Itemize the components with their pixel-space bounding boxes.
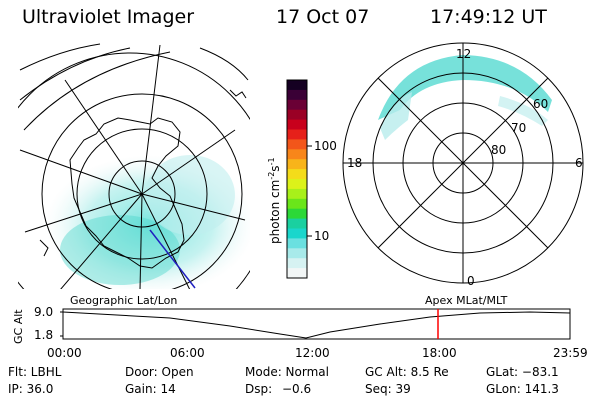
colorbar-band [287,80,307,91]
colorbar-band [287,208,307,220]
colorbar-band [287,99,307,111]
gc-alt-xtick-1800: 18:00 [422,346,457,360]
colorbar-tick-10: 10 [314,229,330,243]
dsp-label: Dsp: [245,382,273,396]
colorbar-band [287,228,307,239]
seq-readout: Seq: 39 [365,382,411,396]
colorbar-band [287,198,307,210]
mlat-mlt-map [342,42,584,284]
colorbar-band [287,238,307,249]
mode-readout: Mode: Normal [245,365,329,379]
mlt-label-top: 12 [456,47,472,61]
glon-readout: GLon: 141.3 [486,382,559,396]
colorbar-band [287,139,307,150]
colorbar-band [287,109,307,121]
gc-alt-xtick-2359: 23:59 [553,346,588,360]
dsp-value: −0.6 [282,382,312,396]
right-panel-caption: Apex MLat/MLT [425,294,508,307]
glat-readout: GLat: −83.1 [486,365,559,379]
gc-alt-axis-label: GC Alt [12,309,25,344]
mlat-label-80: 80 [491,143,507,157]
mlt-label-left: 18 [347,156,363,170]
colorbar-unit-text: photon cm [268,179,282,244]
colorbar-unit: photon cm-2s-1 [267,157,282,244]
colorbar-tick-100: 100 [314,139,337,153]
gc-alt-plot [60,308,571,340]
colorbar-band [287,188,307,200]
gc-alt-readout: GC Alt: 8.5 Re [365,365,449,379]
gain-readout: Gain: 14 [125,382,176,396]
colorbar-band [287,159,307,170]
gc-alt-curve [62,311,571,339]
gc-alt-ymax: 9.0 [34,305,54,319]
terminator-line [149,229,196,289]
mlt-label-right: 6 [575,156,583,170]
colorbar-band [287,129,307,140]
colorbar-unit-s: s [268,165,282,172]
colorbar-band [287,119,307,130]
colorbar-band [287,89,307,101]
colorbar-band [287,268,307,279]
colorbar-band [287,169,307,180]
instrument-title: Ultraviolet Imager [22,6,195,28]
aurora-oval-right [378,55,552,120]
header-time: 17:49:12 UT [430,6,547,28]
gc-alt-xtick-0600: 06:00 [170,346,205,360]
filter-readout: Flt: LBHL [8,365,62,379]
mlat-label-70: 70 [511,121,527,135]
colorbar-band [287,179,307,190]
colorbar-band [287,218,307,229]
gc-alt-xtick-1200: 12:00 [295,346,330,360]
mlat-label-60: 60 [533,97,549,111]
colorbar-unit-exp2: -1 [267,157,276,166]
colorbar [287,80,307,279]
left-panel-caption: Geographic Lat/Lon [70,294,178,307]
header-date: 17 Oct 07 [276,6,370,28]
door-readout: Door: Open [125,365,194,379]
colorbar-band [287,248,307,259]
colorbar-band [287,258,307,269]
colorbar-unit-exp1: -2 [267,171,276,180]
mlt-label-bottom: 0 [467,274,475,288]
geographic-map [18,43,250,289]
colorbar-frame [286,79,308,279]
gc-alt-xtick-0000: 00:00 [47,346,82,360]
colorbar-band [287,149,307,160]
gc-alt-ymin: 1.8 [34,328,54,342]
ip-readout: IP: 36.0 [8,382,54,396]
